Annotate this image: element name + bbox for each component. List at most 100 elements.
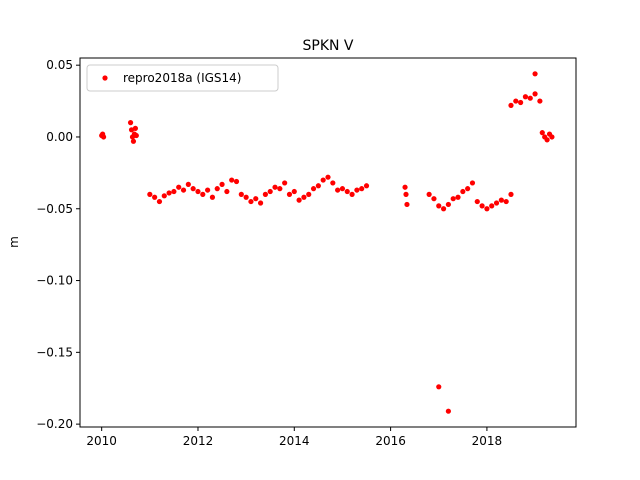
legend-box	[86, 64, 279, 92]
data-point	[214, 186, 220, 192]
y-tick-label: 0.05	[46, 58, 73, 72]
data-point	[532, 91, 538, 97]
data-point	[229, 177, 235, 183]
data-point	[436, 203, 442, 209]
data-point	[330, 180, 336, 186]
data-point	[503, 198, 509, 205]
data-point	[527, 95, 533, 101]
data-point	[209, 194, 216, 200]
data-point	[233, 178, 240, 185]
data-point	[479, 203, 485, 209]
y-tick-label: −0.20	[36, 417, 73, 431]
y-tick-label: −0.10	[36, 274, 73, 288]
data-point	[445, 408, 451, 414]
y-axis-label: m	[7, 236, 21, 248]
data-point	[508, 191, 514, 198]
data-point	[539, 130, 545, 136]
data-point	[310, 186, 317, 192]
data-point	[253, 196, 259, 202]
data-point	[460, 188, 466, 195]
data-point	[224, 188, 230, 195]
data-point	[518, 99, 524, 106]
data-point	[161, 193, 167, 199]
legend-entry-label: repro2018a (IGS14)	[123, 71, 241, 85]
y-tick-label: −0.15	[36, 345, 73, 359]
data-point	[176, 184, 182, 190]
data-point	[404, 201, 410, 208]
data-point	[267, 188, 273, 195]
data-point	[508, 102, 514, 108]
data-point	[277, 186, 283, 192]
data-point	[469, 180, 476, 186]
data-point	[544, 137, 550, 143]
data-point	[219, 181, 225, 187]
x-tick-label: 2018	[472, 434, 503, 448]
x-axis-ticks: 2010 2012 2014 2016 2018	[86, 427, 502, 448]
data-point	[315, 183, 321, 189]
data-point	[147, 191, 153, 198]
data-point	[301, 194, 307, 200]
data-point	[152, 194, 158, 200]
data-point	[522, 94, 529, 100]
data-point	[513, 98, 519, 104]
data-point	[426, 191, 432, 198]
data-point	[532, 71, 538, 77]
data-point	[402, 184, 408, 190]
chart-title: SPKN V	[302, 38, 353, 54]
data-point	[465, 186, 471, 192]
data-point	[320, 177, 326, 183]
data-point	[484, 206, 490, 212]
data-point	[282, 180, 288, 186]
x-tick-label: 2016	[375, 434, 406, 448]
x-tick-label: 2014	[279, 434, 310, 448]
data-point	[306, 191, 312, 198]
data-point	[190, 186, 196, 192]
data-point	[498, 197, 504, 203]
data-point	[403, 191, 409, 198]
data-points	[99, 71, 555, 414]
data-point	[238, 191, 244, 198]
data-point	[243, 194, 249, 200]
data-point	[156, 198, 163, 205]
y-axis-ticks: 0.05 0.00 −0.05 −0.10 −0.15 −0.20	[36, 58, 80, 431]
data-point	[132, 125, 138, 131]
data-point	[474, 198, 480, 205]
data-point	[130, 138, 137, 144]
data-point	[205, 187, 211, 193]
data-point	[272, 184, 278, 190]
data-point	[450, 196, 456, 202]
data-point	[171, 188, 177, 195]
data-point	[257, 200, 264, 206]
data-point	[200, 191, 206, 198]
data-point	[549, 134, 555, 140]
data-point	[363, 183, 370, 189]
legend: repro2018a (IGS14)	[86, 64, 279, 92]
data-point	[354, 187, 360, 193]
y-tick-label: −0.05	[36, 202, 73, 216]
data-point	[493, 200, 500, 206]
data-point	[335, 187, 341, 193]
plot-frame	[79, 57, 577, 428]
data-point	[445, 201, 451, 208]
data-point	[436, 384, 442, 390]
x-tick-label: 2010	[86, 434, 117, 448]
data-point	[262, 191, 268, 198]
data-point	[291, 188, 297, 195]
data-point	[127, 120, 134, 126]
data-point	[359, 186, 365, 192]
data-point	[455, 194, 461, 200]
data-point	[349, 191, 355, 198]
data-point	[286, 191, 293, 198]
data-point	[296, 197, 302, 203]
x-tick-label: 2012	[183, 434, 214, 448]
data-point	[440, 206, 447, 212]
data-point	[195, 188, 201, 195]
data-point	[325, 174, 331, 180]
y-tick-label: 0.00	[46, 130, 73, 144]
legend-marker	[102, 75, 108, 81]
data-point	[344, 188, 350, 195]
data-point	[185, 181, 191, 187]
data-point	[133, 132, 139, 139]
